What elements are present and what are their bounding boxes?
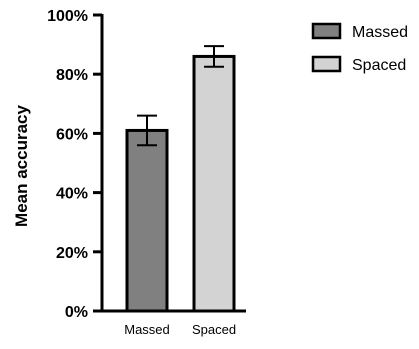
legend-swatch-massed (311, 22, 342, 40)
legend: Massed Spaced (311, 22, 408, 74)
y-tick-label: 40% (56, 186, 88, 203)
bar-spaced (192, 54, 236, 313)
bars (125, 45, 236, 313)
y-axis: 0% 20% 40% 60% 80% 100% (47, 8, 104, 321)
legend-label: Massed (352, 24, 408, 41)
y-tick-label: 80% (56, 67, 88, 84)
y-axis-label: Mean accuracy (12, 105, 31, 227)
y-tick-label: 20% (56, 245, 88, 262)
x-tick-label: Massed (124, 322, 170, 337)
y-tick-label: 0% (65, 304, 88, 321)
bar-massed (125, 128, 169, 313)
y-tick-label: 100% (47, 8, 88, 25)
legend-swatch-spaced (311, 55, 342, 73)
x-tick-label: Spaced (192, 322, 236, 337)
x-axis: Massed Spaced (101, 309, 246, 337)
y-tick-label: 60% (56, 126, 88, 143)
legend-label: Spaced (352, 57, 406, 74)
